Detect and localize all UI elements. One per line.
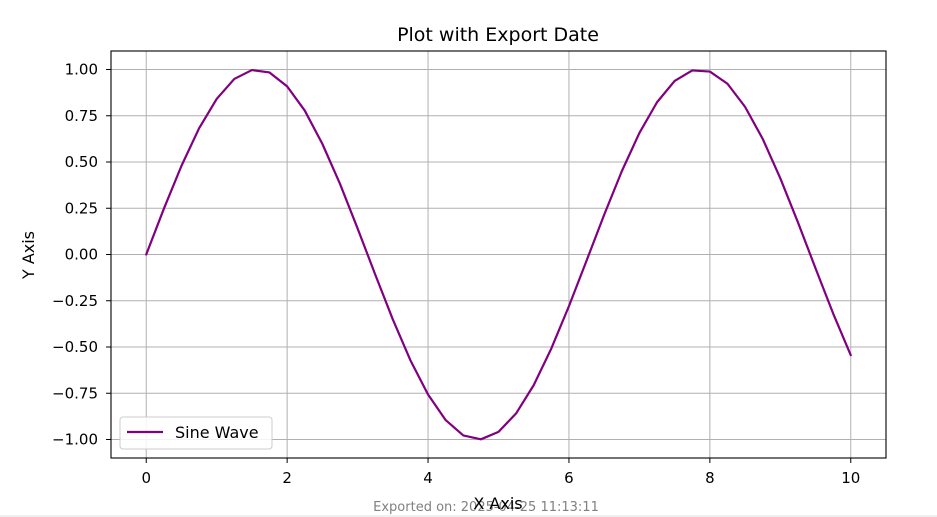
x-tick-label: 4 — [423, 469, 433, 487]
legend-box — [119, 416, 273, 450]
chart-title: Plot with Export Date — [397, 24, 599, 46]
y-tick-label: −0.50 — [52, 338, 98, 356]
y-tick-label: −1.00 — [52, 431, 98, 449]
x-tick-label: 6 — [564, 469, 574, 487]
x-ticks: 0 2 4 6 8 10 — [141, 458, 860, 487]
y-tick-label: 0.75 — [65, 107, 98, 125]
x-tick-label: 10 — [841, 469, 860, 487]
y-tick-label: 1.00 — [65, 61, 98, 79]
legend-label-sine-wave: Sine Wave — [175, 423, 259, 442]
x-tick-label: 2 — [282, 469, 292, 487]
y-tick-label: 0.00 — [65, 246, 98, 264]
grid — [111, 51, 886, 458]
y-tick-label: −0.75 — [52, 384, 98, 402]
x-tick-label: 8 — [705, 469, 715, 487]
series-line-sine-wave — [145, 68, 852, 441]
y-axis-label: Y Axis — [19, 231, 38, 280]
legend: Sine Wave — [119, 416, 273, 450]
x-tick-label: 0 — [141, 469, 151, 487]
y-tick-label: −0.25 — [52, 292, 98, 310]
x-axis-label: X Axis — [473, 494, 522, 513]
y-ticks: 1.00 0.75 0.50 0.25 0.00 −0.25 −0.50 −0.75 −1.00 — [52, 61, 111, 449]
y-tick-label: 0.25 — [65, 199, 98, 217]
footer-export-text: Exported on: 2025-04-25 11:13:11 — [373, 500, 599, 515]
y-tick-label: 0.50 — [65, 153, 98, 171]
series-layer — [145, 68, 852, 441]
